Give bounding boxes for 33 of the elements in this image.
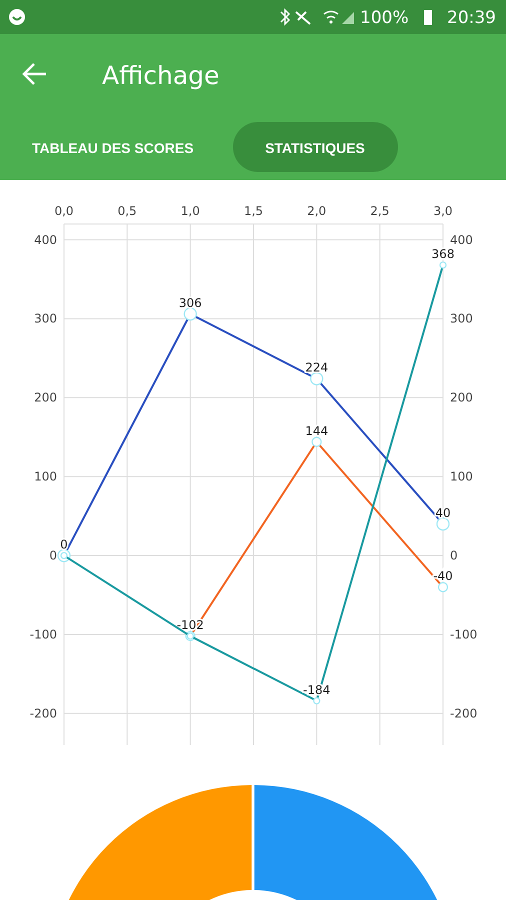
y-tick-label: 200 — [34, 390, 57, 405]
y-tick-label: -100 — [30, 627, 57, 642]
data-label: 40 — [435, 506, 451, 520]
x-tick-label: 2,5 — [370, 204, 390, 218]
y2-tick-label: 300 — [450, 312, 473, 326]
data-label: -40 — [433, 569, 453, 584]
y-tick-label: 100 — [34, 470, 57, 484]
x-tick-label: 1,0 — [180, 204, 200, 218]
data-label: 368 — [432, 247, 454, 262]
y2-tick-label: -200 — [450, 706, 478, 720]
y-tick-label: 300 — [34, 312, 57, 326]
y2-tick-label: -100 — [450, 627, 478, 642]
text: TABLEAU DES SCORES — [32, 140, 194, 156]
y2-tick-label: 0 — [450, 548, 458, 563]
y-tick-label: 0 — [49, 548, 57, 563]
y2-tick-label: 200 — [450, 390, 473, 405]
x-tick-label: 0,0 — [54, 204, 74, 218]
chart-title: Affichage — [102, 61, 220, 90]
data-label: 306 — [178, 296, 202, 310]
data-label: 0 — [60, 538, 68, 552]
x-tick-label: 2,0 — [307, 204, 326, 218]
x-tick-label: 0,5 — [118, 204, 137, 218]
y-tick-label: -200 — [30, 706, 57, 720]
data-label: 144 — [305, 424, 328, 438]
text: STATISTIQUES — [265, 140, 365, 156]
y2-tick-label: 100 — [450, 470, 473, 484]
text: 20:39 — [447, 8, 496, 28]
y2-tick-label: 400 — [450, 232, 473, 247]
x-tick-label: 1,5 — [244, 204, 264, 218]
x-tick-label: 3,0 — [433, 204, 453, 218]
data-label: 224 — [305, 360, 328, 375]
text: 100% — [360, 8, 409, 28]
y-tick-label: 400 — [34, 232, 57, 247]
